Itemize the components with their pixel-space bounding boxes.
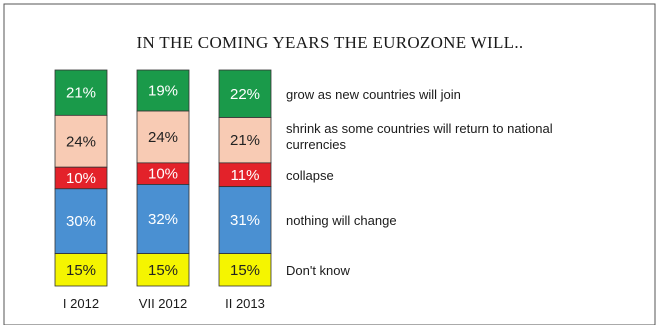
bar-segment [54, 188, 108, 255]
data-label: 21% [66, 85, 96, 102]
x-axis-labels: I 2012 VII 2012 II 2013 [63, 296, 265, 311]
data-label: 32% [148, 211, 178, 228]
data-label: 19% [148, 83, 178, 100]
bar-segment [218, 186, 272, 254]
data-label: 21% [230, 132, 260, 149]
bar-segment [54, 253, 108, 287]
legend-group: grow as new countries will join shrink as… [286, 87, 553, 278]
bar-segment [136, 69, 190, 112]
x-tick-label: II 2013 [225, 296, 265, 311]
legend-entry: grow as new countries will join [286, 87, 461, 102]
data-label: 10% [148, 166, 178, 183]
chart-border [3, 3, 656, 325]
data-label: 10% [66, 170, 96, 187]
data-label: 30% [66, 213, 96, 230]
bar-segment [218, 117, 272, 164]
data-label: 24% [66, 133, 96, 150]
data-label: 15% [66, 262, 96, 279]
legend-entry: nothing will change [286, 213, 397, 228]
legend-entry: Don't know [286, 263, 351, 278]
bar-segment [136, 253, 190, 287]
legend-entry: shrink as some countries will return to … [286, 121, 553, 136]
data-label: 15% [148, 262, 178, 279]
legend-entry: collapse [286, 168, 334, 183]
data-label: 22% [230, 86, 260, 103]
data-label: 11% [231, 167, 260, 184]
bars-group: 21% 24% 10% 30% 15% 19% 24% 10% 32% 15% 22% 21% 11% 3… [54, 69, 272, 287]
bar-segment [218, 69, 272, 118]
data-label: 31% [230, 212, 260, 229]
bar-segment [136, 184, 190, 254]
bar-segment [136, 110, 190, 164]
x-tick-label: I 2012 [63, 296, 99, 311]
legend-entry: currencies [286, 137, 346, 152]
data-label: 15% [230, 262, 260, 279]
x-tick-label: VII 2012 [139, 296, 187, 311]
chart-title: IN THE COMING YEARS THE EUROZONE WILL.. [137, 33, 524, 52]
data-label: 24% [148, 129, 178, 146]
bar-segment [54, 69, 108, 116]
bar-segment [218, 253, 272, 287]
